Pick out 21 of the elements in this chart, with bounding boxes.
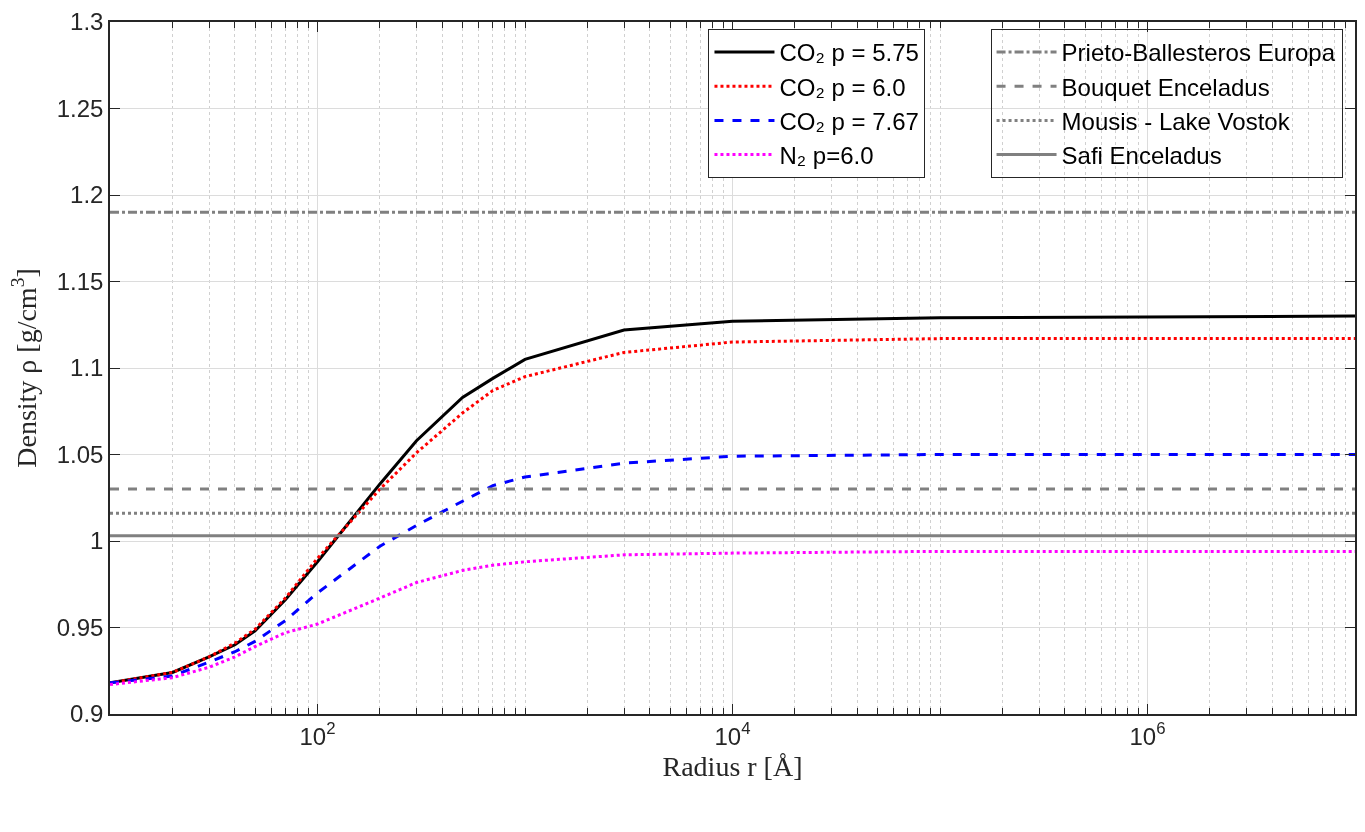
y-tick-label: 1.05 (56, 440, 104, 468)
legend-label: Bouquet Enceladus (1061, 73, 1270, 101)
legend-label: CO₂ p = 7.67 (779, 107, 919, 135)
legend-label: Prieto-Ballesteros Europa (1061, 39, 1336, 67)
legend-label: CO₂ p = 5.75 (779, 39, 919, 67)
y-tick-label: 0.95 (56, 613, 104, 641)
x-axis-title: Radius r [Å] (662, 751, 803, 783)
y-tick-label: 1.1 (70, 354, 104, 382)
y-tick-label: 1 (90, 527, 104, 555)
y-tick-label: 1.2 (70, 181, 104, 209)
legend-label: Safi Enceladus (1061, 141, 1222, 169)
y-tick-label: 1.25 (56, 94, 104, 122)
legend-label: N₂ p=6.0 (779, 141, 874, 169)
y-tick-label: 0.9 (70, 700, 104, 728)
y-tick-label: 1.15 (56, 267, 104, 295)
y-tick-label: 1.3 (70, 8, 104, 36)
x-tick-label: 10$^{2}$ (299, 719, 336, 750)
x-tick-label: 10$^{6}$ (1129, 719, 1166, 750)
legend-label: Mousis - Lake Vostok (1061, 107, 1291, 135)
x-tick-label: 10$^{4}$ (714, 719, 751, 750)
legend-label: CO₂ p = 6.0 (779, 73, 906, 101)
